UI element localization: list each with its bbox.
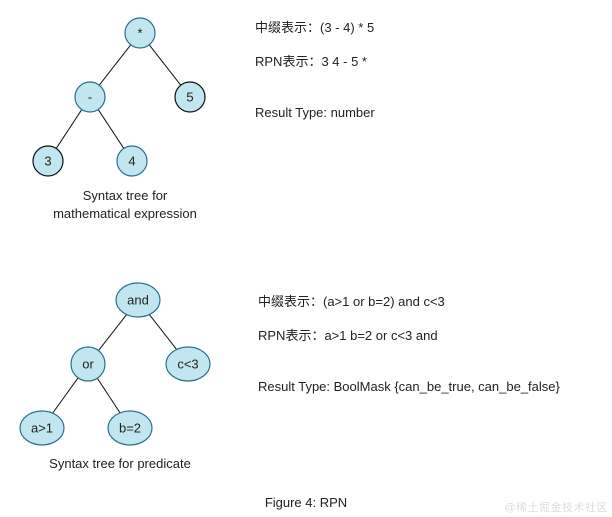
info-line2: RPN表示：a>1 b=2 or c<3 and [258, 325, 438, 344]
caption-line: Syntax tree for [20, 187, 230, 205]
tree-node-label: b=2 [119, 421, 141, 436]
tree-node-label: or [82, 357, 94, 372]
tree-node: and [116, 283, 160, 317]
tree-edge [98, 315, 126, 351]
info-line1: 中缀表示：(3 - 4) * 5 [255, 17, 374, 36]
tree-node: or [71, 347, 105, 381]
info-line3: Result Type: number [255, 105, 375, 120]
tree-edge [98, 110, 124, 149]
tree-edge [99, 45, 131, 85]
tree-edge [149, 315, 176, 350]
tree-node: c<3 [166, 347, 210, 381]
caption-line: Syntax tree for predicate [10, 455, 230, 473]
caption-tree-math: Syntax tree formathematical expression [20, 187, 230, 222]
caption-tree-predicate: Syntax tree for predicate [10, 455, 230, 473]
caption-line: mathematical expression [20, 205, 230, 223]
tree-node-label: - [88, 90, 92, 105]
tree-edge [53, 378, 78, 413]
tree-node: 5 [175, 82, 205, 112]
tree-edge [97, 378, 120, 413]
tree-node-label: and [127, 293, 149, 308]
tree-node: - [75, 82, 105, 112]
tree-node-label: 3 [44, 154, 51, 169]
syntax-tree-math: * - 5 3 4 [20, 5, 230, 205]
tree-edge [149, 45, 181, 85]
tree-node-label: c<3 [177, 357, 198, 372]
tree-node-label: * [137, 26, 142, 41]
tree-node: b=2 [108, 411, 152, 445]
watermark-text: @稀土掘金技术社区 [504, 499, 608, 515]
tree-node-label: a>1 [31, 421, 53, 436]
tree-edge [56, 110, 82, 149]
tree-node-label: 4 [128, 154, 135, 169]
info-line2: RPN表示：3 4 - 5 * [255, 51, 367, 70]
info-line3: Result Type: BoolMask {can_be_true, can_… [258, 379, 560, 394]
tree-node: a>1 [20, 411, 64, 445]
tree-node: 3 [33, 146, 63, 176]
tree-node-label: 5 [186, 90, 193, 105]
syntax-tree-predicate: and or c<3 a>1 b=2 [10, 278, 240, 468]
info-line1: 中缀表示：(a>1 or b=2) and c<3 [258, 291, 445, 310]
tree-node: * [125, 18, 155, 48]
tree-node: 4 [117, 146, 147, 176]
